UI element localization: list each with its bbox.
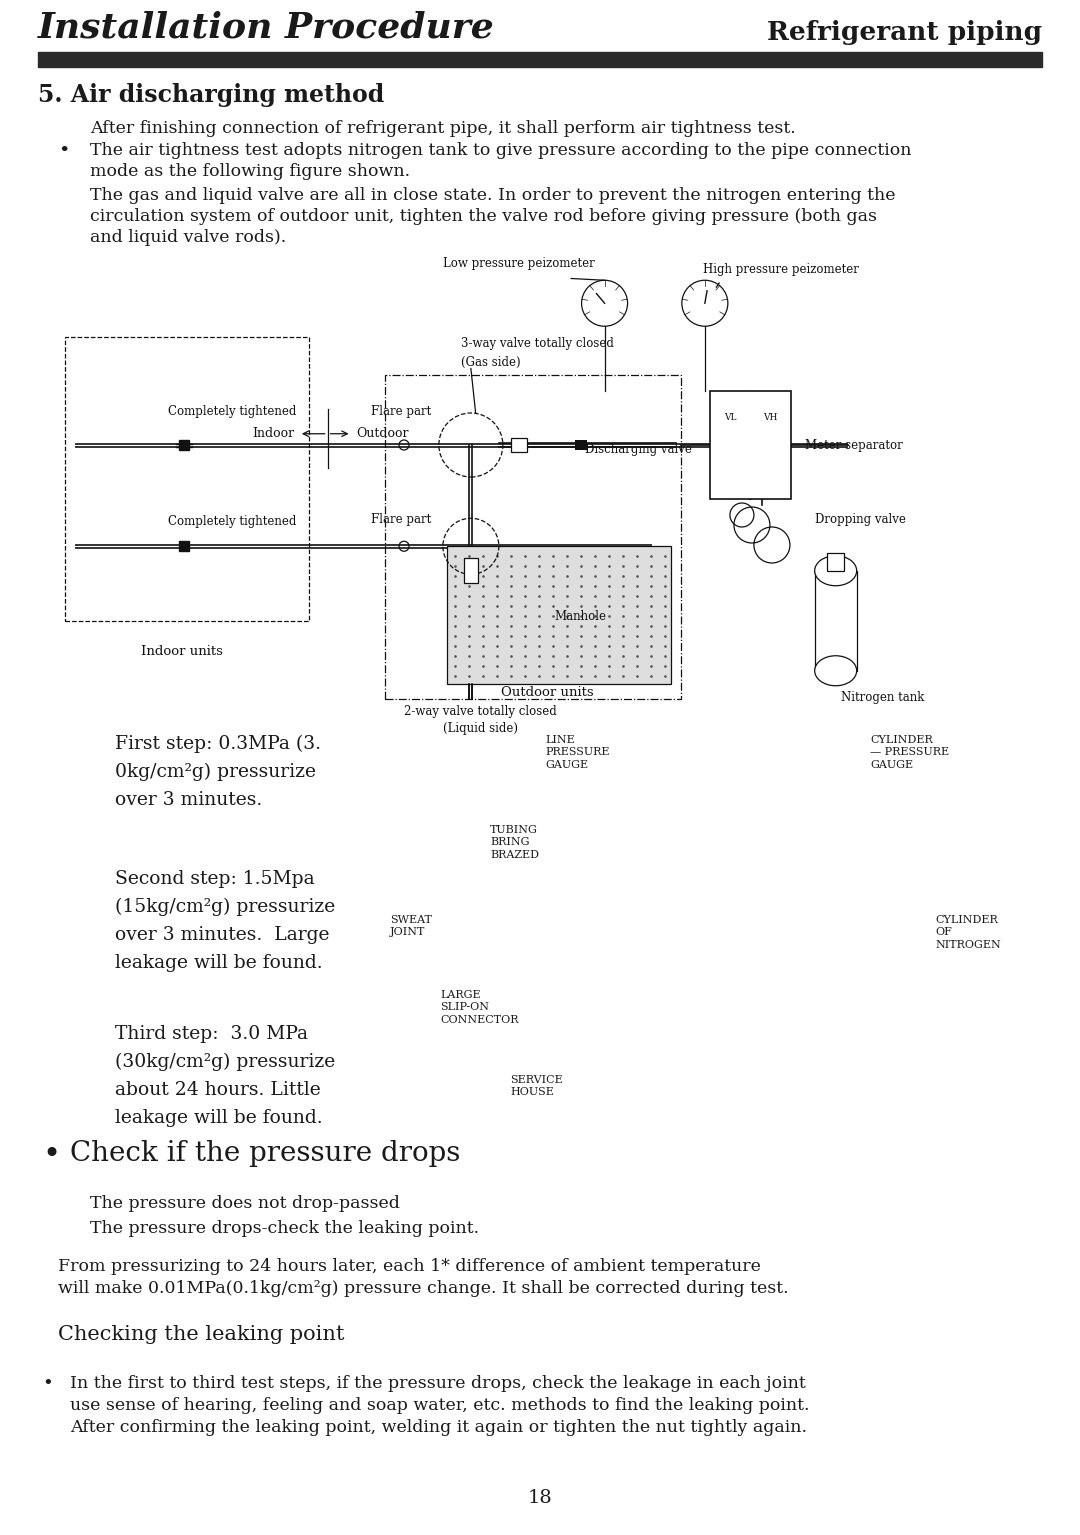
- Text: 18: 18: [528, 1489, 552, 1507]
- Text: TUBING
BRING
BRAZED: TUBING BRING BRAZED: [490, 824, 539, 860]
- Text: Nitrogen tank: Nitrogen tank: [840, 691, 924, 703]
- Text: LARGE
SLIP-ON
CONNECTOR: LARGE SLIP-ON CONNECTOR: [440, 990, 518, 1025]
- Text: 5. Air discharging method: 5. Air discharging method: [38, 83, 384, 107]
- Text: Outdoor units: Outdoor units: [501, 686, 594, 698]
- Bar: [179, 441, 189, 450]
- Text: Flare part: Flare part: [370, 405, 431, 418]
- Bar: [575, 441, 586, 450]
- Text: (Gas side): (Gas side): [461, 356, 521, 368]
- Text: •: •: [58, 143, 69, 160]
- Text: VH: VH: [764, 413, 778, 422]
- Text: First step: 0.3MPa (3.
0kg/cm²g) pressurize
over 3 minutes.: First step: 0.3MPa (3. 0kg/cm²g) pressur…: [114, 735, 321, 809]
- Bar: [814, 571, 856, 671]
- Text: Outdoor: Outdoor: [356, 427, 408, 441]
- Bar: [710, 391, 791, 499]
- Text: Dropping valve: Dropping valve: [814, 513, 905, 527]
- Text: High pressure peizometer: High pressure peizometer: [703, 262, 860, 276]
- Text: From pressurizing to 24 hours later, each 1* difference of ambient temperature: From pressurizing to 24 hours later, eac…: [58, 1259, 761, 1276]
- Text: Completely tightened: Completely tightened: [167, 405, 296, 418]
- Text: (Liquid side): (Liquid side): [443, 721, 518, 735]
- Text: Manhole: Manhole: [555, 609, 607, 623]
- Text: Indoor units: Indoor units: [141, 645, 224, 659]
- Text: 2-way valve totally closed: 2-way valve totally closed: [404, 705, 557, 718]
- Bar: [65, 338, 309, 620]
- Text: Completely tightened: Completely tightened: [167, 516, 296, 528]
- Text: SWEAT
JOINT: SWEAT JOINT: [390, 915, 432, 938]
- Text: The pressure does not drop-passed: The pressure does not drop-passed: [90, 1196, 400, 1213]
- Ellipse shape: [814, 556, 856, 586]
- Text: Third step:  3.0 MPa
(30kg/cm²g) pressurize
about 24 hours. Little
leakage will : Third step: 3.0 MPa (30kg/cm²g) pressuri…: [114, 1025, 335, 1127]
- Text: Indoor: Indoor: [252, 427, 294, 441]
- Text: •: •: [42, 1141, 60, 1171]
- Text: will make 0.01MPa(0.1kg/cm²g) pressure change. It shall be corrected during test: will make 0.01MPa(0.1kg/cm²g) pressure c…: [58, 1280, 788, 1297]
- Bar: [447, 546, 672, 683]
- Text: and liquid valve rods).: and liquid valve rods).: [90, 229, 286, 246]
- Text: 3-way valve totally closed: 3-way valve totally closed: [461, 338, 615, 350]
- Bar: [179, 542, 189, 551]
- Text: LINE
PRESSURE
GAUGE: LINE PRESSURE GAUGE: [545, 735, 609, 769]
- Text: VL: VL: [724, 413, 737, 422]
- Ellipse shape: [814, 655, 856, 686]
- Text: circulation system of outdoor unit, tighten the valve rod before giving pressure: circulation system of outdoor unit, tigh…: [90, 209, 877, 226]
- Text: The air tightness test adopts nitrogen tank to give pressure according to the pi: The air tightness test adopts nitrogen t…: [90, 143, 912, 160]
- Text: mode as the following figure shown.: mode as the following figure shown.: [90, 163, 410, 180]
- Text: SERVICE
HOUSE: SERVICE HOUSE: [510, 1074, 563, 1098]
- Text: Second step: 1.5Mpa
(15kg/cm²g) pressurize
over 3 minutes.  Large
leakage will b: Second step: 1.5Mpa (15kg/cm²g) pressuri…: [114, 870, 335, 972]
- Text: Checking the leaking point: Checking the leaking point: [58, 1325, 345, 1345]
- Text: The gas and liquid valve are all in close state. In order to prevent the nitroge: The gas and liquid valve are all in clos…: [90, 187, 895, 204]
- Bar: [464, 557, 477, 582]
- Text: After finishing connection of refrigerant pipe, it shall perform air tightness t: After finishing connection of refrigeran…: [90, 120, 796, 137]
- Text: Discharging valve: Discharging valve: [585, 444, 692, 456]
- Bar: [511, 437, 527, 451]
- Bar: [384, 375, 681, 700]
- Text: Meter separator: Meter separator: [805, 439, 903, 451]
- Text: •: •: [42, 1375, 53, 1392]
- Bar: [827, 553, 845, 571]
- Text: Flare part: Flare part: [370, 513, 431, 527]
- Text: In the first to third test steps, if the pressure drops, check the leakage in ea: In the first to third test steps, if the…: [70, 1375, 806, 1392]
- Text: The pressure drops-check the leaking point.: The pressure drops-check the leaking poi…: [90, 1220, 480, 1237]
- Text: After confirming the leaking point, welding it again or tighten the nut tightly : After confirming the leaking point, weld…: [70, 1418, 807, 1437]
- Text: Low pressure peizometer: Low pressure peizometer: [443, 258, 594, 270]
- Text: Check if the pressure drops: Check if the pressure drops: [70, 1141, 460, 1167]
- Text: CYLINDER
OF
NITROGEN: CYLINDER OF NITROGEN: [935, 915, 1001, 950]
- Text: CYLINDER
— PRESSURE
GAUGE: CYLINDER — PRESSURE GAUGE: [870, 735, 949, 769]
- Bar: [38, 52, 1042, 68]
- Text: use sense of hearing, feeling and soap water, etc. methods to find the leaking p: use sense of hearing, feeling and soap w…: [70, 1397, 810, 1414]
- Text: Installation Procedure: Installation Procedure: [38, 11, 495, 45]
- Text: Refrigerant piping: Refrigerant piping: [767, 20, 1042, 45]
